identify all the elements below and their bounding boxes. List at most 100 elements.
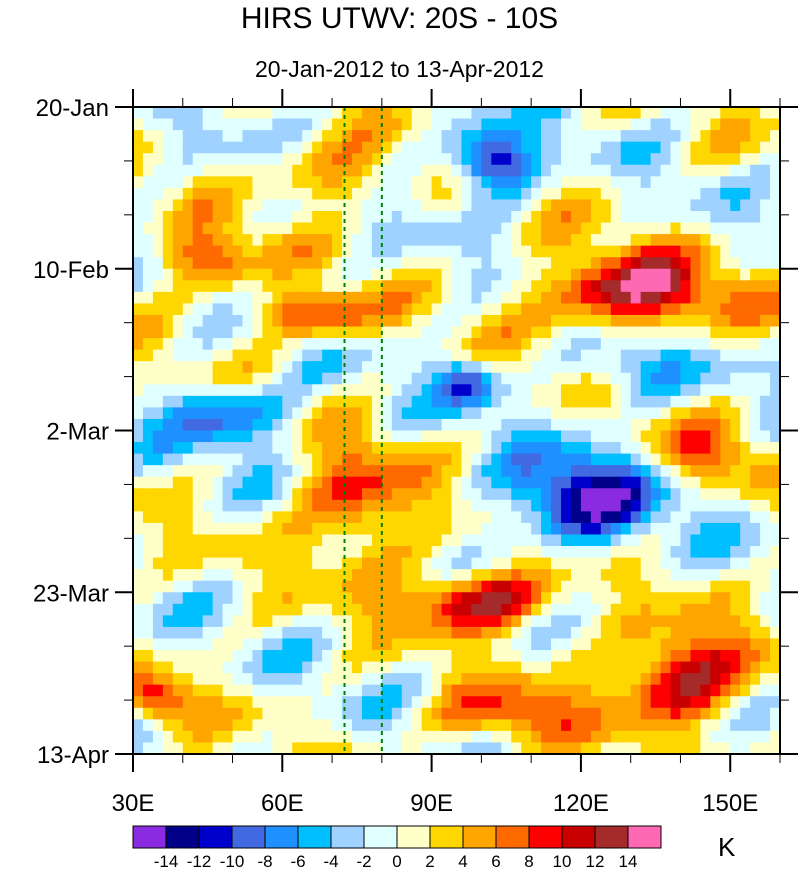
field-cell [531, 719, 542, 732]
field-cell [272, 349, 283, 362]
field-cell [620, 603, 632, 616]
field-cell [481, 580, 492, 593]
field-cell [252, 707, 263, 720]
field-cell [541, 326, 552, 339]
field-cell [511, 234, 522, 247]
field-cell [720, 338, 731, 351]
field-cell [381, 349, 393, 362]
field-cell [551, 511, 562, 524]
field-cell [501, 580, 512, 593]
field-cell [710, 661, 721, 674]
field-cell [511, 199, 522, 212]
field-cell [142, 557, 154, 570]
field-cell [371, 291, 383, 305]
field-cell [630, 603, 642, 616]
field-cell [262, 603, 273, 616]
field-cell [182, 534, 194, 547]
field-cell [521, 153, 532, 166]
field-cell [561, 661, 572, 674]
field-cell [202, 372, 214, 385]
field-cell [471, 222, 482, 235]
field-cell [332, 280, 343, 293]
field-cell [620, 418, 632, 432]
field-cell [431, 268, 443, 281]
field-cell [690, 603, 701, 616]
field-cell [541, 465, 552, 478]
field-cell [133, 199, 144, 212]
field-cell [620, 361, 632, 374]
field-cell [630, 164, 642, 177]
field-cell [660, 684, 672, 697]
field-cell [710, 257, 721, 270]
field-cell [282, 557, 293, 570]
field-cell [172, 719, 184, 732]
field-cell [531, 326, 542, 339]
field-cell [620, 534, 632, 547]
field-cell [292, 442, 303, 455]
field-cell [242, 476, 254, 489]
field-cell [371, 453, 383, 466]
field-cell [521, 107, 532, 120]
field-cell [222, 580, 234, 593]
field-cell [750, 650, 761, 663]
field-cell [411, 696, 423, 709]
field-cell [322, 153, 333, 166]
field-cell [660, 569, 672, 582]
field-cell [282, 673, 293, 686]
field-cell [620, 499, 632, 512]
field-cell [431, 418, 443, 432]
field-cell [262, 280, 273, 293]
field-cell [152, 522, 164, 536]
field-cell [361, 384, 373, 397]
field-cell [441, 280, 453, 293]
field-cell [332, 603, 343, 616]
field-cell [282, 280, 293, 293]
field-cell [760, 338, 771, 351]
field-cell [471, 280, 482, 293]
field-cell [431, 592, 443, 605]
field-cell [700, 730, 711, 744]
field-cell [640, 130, 652, 143]
field-cell [431, 580, 443, 593]
field-cell [142, 361, 154, 374]
field-cell [640, 742, 652, 755]
field-cell [630, 684, 642, 697]
field-cell [481, 615, 492, 628]
field-cell [222, 326, 234, 339]
field-cell [690, 430, 701, 443]
field-cell [670, 349, 682, 362]
field-cell [351, 361, 363, 374]
field-cell [600, 118, 612, 131]
field-cell [730, 395, 741, 408]
field-cell [630, 361, 642, 374]
field-cell [610, 107, 622, 120]
field-cell [760, 499, 771, 512]
field-cell [342, 546, 353, 559]
field-cell [561, 707, 572, 720]
field-cell [541, 234, 552, 247]
field-cell [451, 349, 463, 362]
chart-subtitle: 20-Jan-2012 to 13-Apr-2012 [255, 56, 544, 82]
field-cell [541, 453, 552, 466]
field-cell [431, 730, 443, 744]
field-cell [580, 326, 592, 339]
field-cell [690, 534, 701, 547]
field-cell [760, 372, 771, 385]
field-cell [580, 453, 592, 466]
field-cell [610, 453, 622, 466]
field-cell [162, 442, 174, 455]
field-cell [620, 395, 632, 408]
field-cell [222, 199, 234, 212]
field-cell [342, 222, 353, 235]
field-cell [750, 580, 761, 593]
field-cell [133, 476, 144, 489]
field-cell [521, 546, 532, 559]
field-cell [471, 268, 482, 281]
field-cell [531, 476, 542, 489]
field-cell [690, 118, 701, 131]
field-cell [640, 384, 652, 397]
field-cell [551, 314, 562, 328]
field-cell [710, 338, 721, 351]
field-cell [242, 291, 254, 305]
field-cell [451, 580, 463, 593]
